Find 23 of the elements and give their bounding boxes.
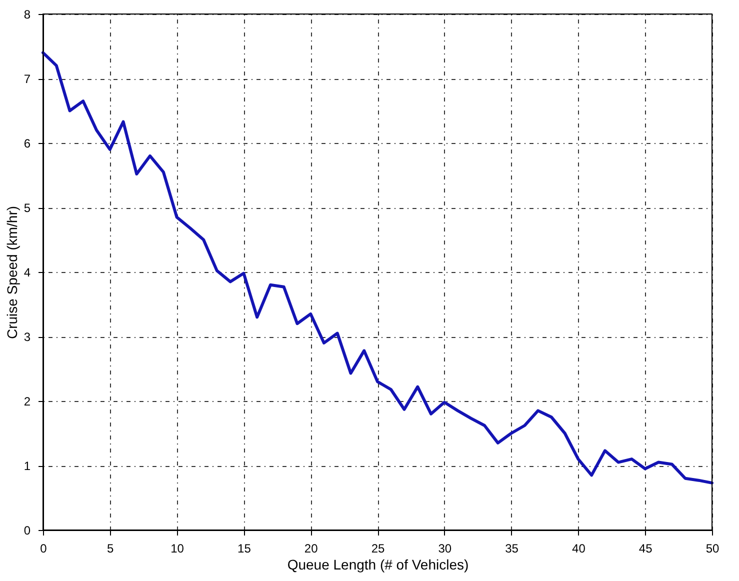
x-axis-title: Queue Length (# of Vehicles) xyxy=(287,556,469,572)
y-tick-label: 8 xyxy=(24,8,31,22)
y-tick-label: 1 xyxy=(24,459,31,473)
x-tick-label: 45 xyxy=(638,542,653,556)
x-tick-label: 5 xyxy=(107,542,114,556)
x-tick-label: 30 xyxy=(438,542,452,556)
y-tick-label: 5 xyxy=(24,201,31,215)
x-tick-label: 35 xyxy=(505,542,519,556)
x-tick-label: 0 xyxy=(40,542,48,556)
y-tick-label: 4 xyxy=(24,266,31,280)
line-series xyxy=(42,51,714,484)
y-tick-label: 3 xyxy=(24,330,31,344)
y-axis-title: Cruise Speed (km/hr) xyxy=(4,206,20,340)
y-tick-label: 2 xyxy=(24,394,31,408)
x-tick-label: 10 xyxy=(170,542,184,556)
x-tick-label: 40 xyxy=(572,542,586,556)
x-tick-label: 20 xyxy=(304,542,318,556)
y-tick-label: 6 xyxy=(24,136,31,150)
x-tick-label: 15 xyxy=(238,542,252,556)
x-tick-label: 25 xyxy=(371,542,385,556)
y-tick-label: 0 xyxy=(24,524,31,538)
y-tick-label: 7 xyxy=(24,72,31,86)
x-tick-label: 50 xyxy=(706,542,720,556)
